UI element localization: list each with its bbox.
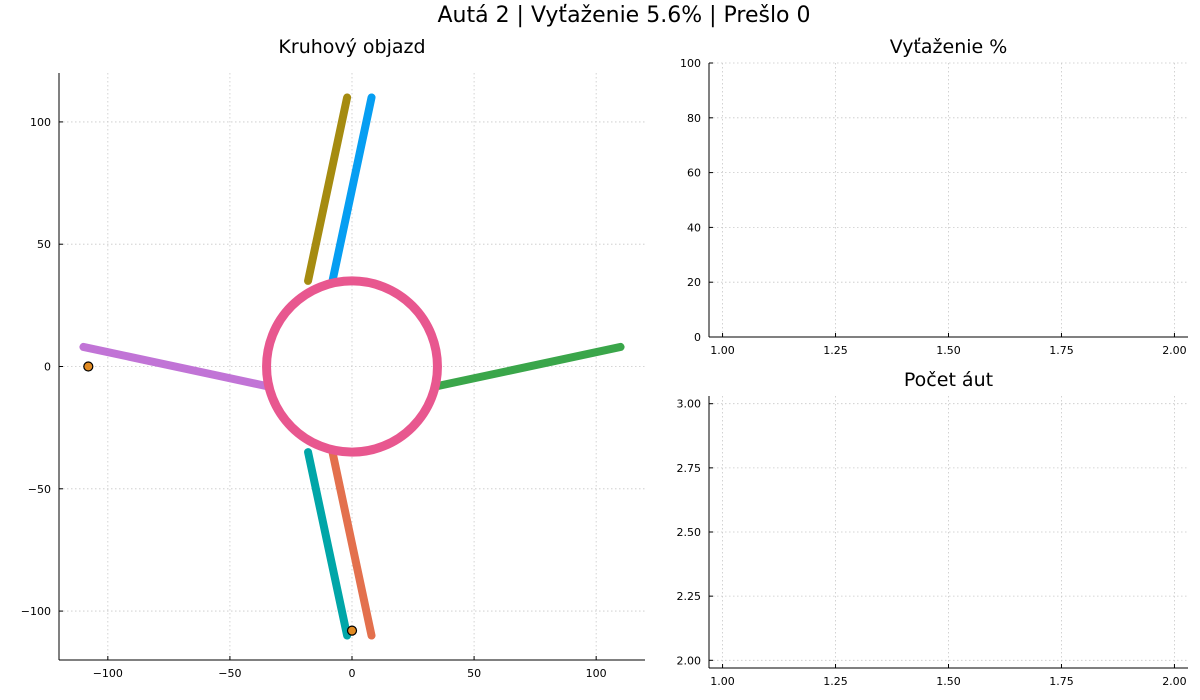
car-point xyxy=(83,361,94,372)
roundabout-x-tick-label: 0 xyxy=(349,667,356,680)
utilization-x-tick-label: 1.00 xyxy=(710,344,735,357)
roundabout-y-tick-label: −50 xyxy=(28,483,51,496)
car-count-x-tick-label: 1.75 xyxy=(1049,675,1074,688)
roundabout-y-tick-label: 0 xyxy=(44,361,51,374)
car-count-panel: Počet áut 1.00 1.25 1.50 1.75 2.00 2.00 2.25 2.5… xyxy=(677,369,1188,688)
car-point xyxy=(346,625,358,636)
car-count-x-tick-label: 1.50 xyxy=(936,675,961,688)
utilization-x-tick-label: 1.50 xyxy=(936,344,961,357)
utilization-x-tick-label: 2.00 xyxy=(1162,344,1187,357)
utilization-y-tick-label: 80 xyxy=(687,112,701,125)
car-count-y-tick-label: 2.25 xyxy=(677,590,702,603)
car-count-y-tick-label: 2.75 xyxy=(677,462,702,475)
road-south-out xyxy=(328,448,376,640)
car-count-y-tick-label: 2.00 xyxy=(677,654,702,667)
roundabout-y-tick-label: 50 xyxy=(37,238,51,251)
figure-title: Autá 2 | Vyťaženie 5.6% | Prešlo 0 xyxy=(437,3,810,28)
roundabout-x-tick-label: −50 xyxy=(218,667,241,680)
roundabout-title: Kruhový objazd xyxy=(278,36,425,58)
car-count-x-tick-label: 1.00 xyxy=(710,675,735,688)
car-count-x-tick-label: 1.25 xyxy=(823,675,848,688)
car-count-x-tick-label: 2.00 xyxy=(1162,675,1187,688)
roundabout-ring xyxy=(262,276,442,457)
roundabout-y-tick-label: −100 xyxy=(21,605,51,618)
car-count-y-tick-label: 2.50 xyxy=(677,526,702,539)
road-east-out xyxy=(433,342,625,391)
car-count-title: Počet áut xyxy=(904,369,993,391)
utilization-y-tick-label: 0 xyxy=(694,331,701,344)
roundabout-x-tick-label: −100 xyxy=(93,667,123,680)
car-count-y-tick-label: 3.00 xyxy=(677,398,702,411)
utilization-x-tick-label: 1.25 xyxy=(823,344,848,357)
road-north-in xyxy=(304,93,352,285)
utilization-title: Vyťaženie % xyxy=(890,36,1008,58)
road-west-in xyxy=(79,342,271,391)
road-north-out xyxy=(328,93,376,285)
roundabout-y-tick-label: 100 xyxy=(30,116,51,129)
utilization-panel: Vyťaženie % 1.00 1.25 1.50 1.75 2.00 0 20 40 60 80… xyxy=(680,36,1188,357)
utilization-x-tick-label: 1.75 xyxy=(1049,344,1074,357)
utilization-y-tick-label: 60 xyxy=(687,167,701,180)
utilization-y-tick-label: 100 xyxy=(680,57,701,70)
roundabout-x-tick-label: 100 xyxy=(586,667,607,680)
utilization-y-tick-label: 40 xyxy=(687,221,701,234)
road-south-in xyxy=(304,448,352,640)
utilization-y-tick-label: 20 xyxy=(687,276,701,289)
roundabout-x-tick-label: 50 xyxy=(467,667,481,680)
roundabout-panel: Kruhový objazd −100 −50 0 50 100 −100 −50 0 50 100 xyxy=(21,36,645,680)
